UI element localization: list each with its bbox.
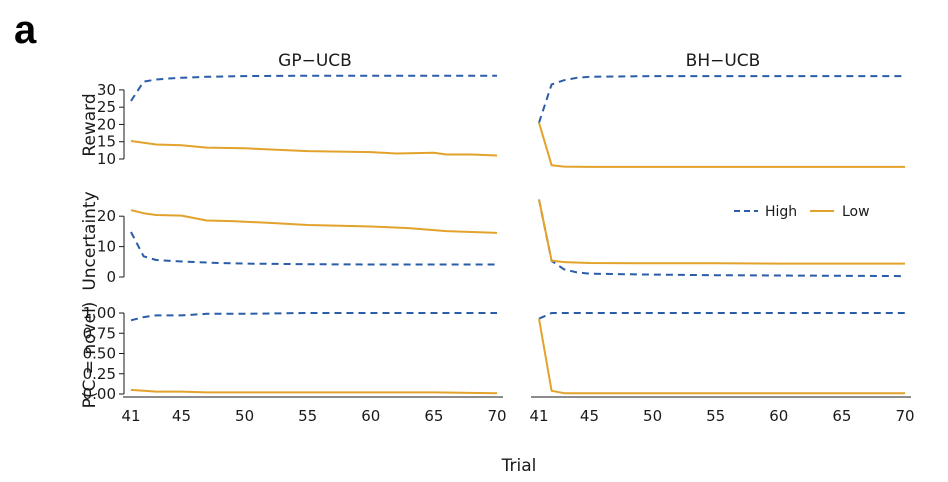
y-tick-label-reward: 10 bbox=[97, 150, 116, 168]
x-tick-label-bh-ucb: 55 bbox=[706, 407, 725, 425]
series-line-high-uncertainty-gp-ucb bbox=[130, 231, 497, 266]
y-tick-label-p_novel: 1.00 bbox=[83, 304, 116, 322]
x-axis-title: Trial bbox=[501, 456, 537, 476]
y-tick-label-uncertainty: 10 bbox=[97, 238, 116, 256]
series-line-low-p_novel-bh-ucb bbox=[538, 318, 905, 395]
series-line-high-p_novel-bh-ucb bbox=[538, 312, 905, 320]
legend-high-label: High bbox=[765, 204, 797, 220]
y-tick-label-p_novel: 0.25 bbox=[83, 365, 116, 383]
x-tick-label-bh-ucb: 41 bbox=[529, 407, 548, 425]
ylabel-p-novel: P(C = novel) bbox=[80, 302, 100, 409]
legend-low-label: Low bbox=[842, 204, 870, 220]
series-line-high-p_novel-gp-ucb bbox=[130, 312, 497, 322]
series-line-low-reward-gp-ucb bbox=[130, 140, 498, 157]
series-line-low-uncertainty-bh-ucb bbox=[538, 199, 905, 265]
y-tick-label-uncertainty: 20 bbox=[97, 207, 116, 225]
x-tick-label-gp-ucb: 45 bbox=[172, 407, 191, 425]
y-tick-label-p_novel: 0.75 bbox=[83, 324, 116, 342]
series-line-low-uncertainty-gp-ucb bbox=[130, 209, 498, 234]
strip-title-bh-ucb: BH−UCB bbox=[686, 51, 761, 71]
x-tick-label-gp-ucb: 60 bbox=[361, 407, 380, 425]
ylabel-reward: Reward bbox=[80, 93, 100, 156]
series-line-high-reward-gp-ucb bbox=[130, 74, 497, 102]
x-tick-label-gp-ucb: 65 bbox=[424, 407, 443, 425]
series-line-low-reward-bh-ucb bbox=[538, 122, 905, 168]
x-tick-label-gp-ucb: 55 bbox=[298, 407, 317, 425]
y-tick-label-reward: 25 bbox=[97, 98, 116, 116]
series-line-high-uncertainty-bh-ucb bbox=[538, 199, 906, 278]
y-tick-label-reward: 15 bbox=[97, 133, 116, 151]
y-tick-label-uncertainty: 0 bbox=[106, 268, 116, 286]
y-tick-label-p_novel: 0.50 bbox=[83, 345, 116, 363]
x-tick-label-gp-ucb: 70 bbox=[487, 407, 506, 425]
x-tick-label-bh-ucb: 70 bbox=[895, 407, 914, 425]
strip-title-gp-ucb: GP−UCB bbox=[278, 51, 352, 71]
legend: High Low bbox=[734, 204, 870, 220]
series-line-high-reward-bh-ucb bbox=[538, 75, 905, 124]
x-tick-label-bh-ucb: 50 bbox=[643, 407, 662, 425]
x-tick-label-bh-ucb: 60 bbox=[769, 407, 788, 425]
x-tick-label-gp-ucb: 50 bbox=[235, 407, 254, 425]
x-tick-label-bh-ucb: 65 bbox=[832, 407, 851, 425]
y-tick-label-p_novel: 0.00 bbox=[83, 385, 116, 403]
x-tick-label-bh-ucb: 45 bbox=[580, 407, 599, 425]
y-tick-label-reward: 20 bbox=[97, 115, 116, 133]
panel-letter: a bbox=[14, 8, 37, 52]
x-tick-label-gp-ucb: 41 bbox=[121, 407, 140, 425]
y-tick-label-reward: 30 bbox=[97, 81, 116, 99]
series-line-low-p_novel-gp-ucb bbox=[130, 388, 498, 395]
ylabel-uncertainty: Uncertainty bbox=[80, 191, 100, 290]
